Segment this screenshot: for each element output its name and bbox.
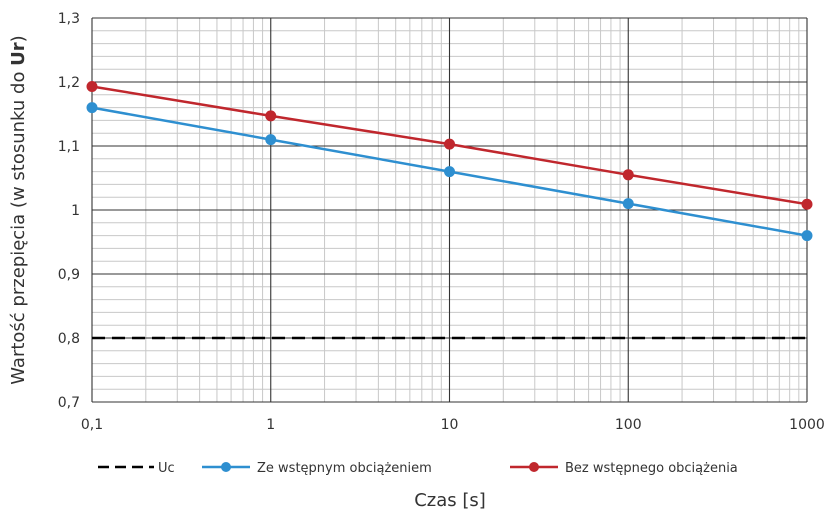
legend-marker-ze-wstepnym <box>221 462 231 472</box>
legend-marker-bez-wstepnego <box>529 462 539 472</box>
series-2-point <box>622 169 634 181</box>
x-tick-label: 100 <box>615 417 642 433</box>
x-tick-label: 1 <box>266 417 275 433</box>
legend-item-ze-wstepnym: Ze wstępnym obciążeniem <box>202 461 432 476</box>
y-tick-label: 1,1 <box>58 139 80 155</box>
series-layer <box>86 80 813 340</box>
y-tick-label: 0,7 <box>58 395 80 411</box>
y-axis-title-bold: Ur <box>8 42 29 66</box>
x-tick-label: 1000 <box>789 417 825 433</box>
y-axis-title: Wartość przepięcia (w stosunku do Ur) <box>8 35 29 384</box>
series-1-point <box>265 134 277 146</box>
x-tick-label: 0,1 <box>81 417 103 433</box>
legend-label-bez-wstepnego: Bez wstępnego obciążenia <box>565 461 738 476</box>
x-axis-title: Czas [s] <box>414 490 486 511</box>
series-2-point <box>444 138 455 150</box>
x-tick-label: 10 <box>441 417 459 433</box>
legend: Uc Ze wstępnym obciążeniem Bez wstępnego… <box>98 461 738 476</box>
legend-label-uc: Uc <box>158 461 175 476</box>
y-tick-label: 1 <box>71 203 80 219</box>
y-tick-label: 1,2 <box>58 75 80 91</box>
legend-item-bez-wstepnego: Bez wstępnego obciążenia <box>510 461 738 476</box>
series-2-point <box>801 198 813 210</box>
series-1-point <box>622 198 634 210</box>
y-axis-title-prefix: Wartość przepięcia (w stosunku do <box>8 66 29 385</box>
series-2-point <box>265 110 277 122</box>
series-2-point <box>86 80 98 92</box>
y-tick-label: 0,9 <box>58 267 80 283</box>
series-1-point <box>444 166 455 178</box>
legend-item-uc: Uc <box>98 461 175 476</box>
y-tick-label: 0,8 <box>58 331 80 347</box>
series-1-point <box>801 230 813 242</box>
series-1-point <box>86 102 98 114</box>
y-axis-title-suffix: ) <box>8 35 29 42</box>
tick-labels: 0,7 0,8 0,9 1 1,1 1,2 1,3 0,1 1 10 100 1000 <box>58 11 825 433</box>
legend-label-ze-wstepnym: Ze wstępnym obciążeniem <box>257 461 432 476</box>
y-tick-label: 1,3 <box>58 11 80 27</box>
